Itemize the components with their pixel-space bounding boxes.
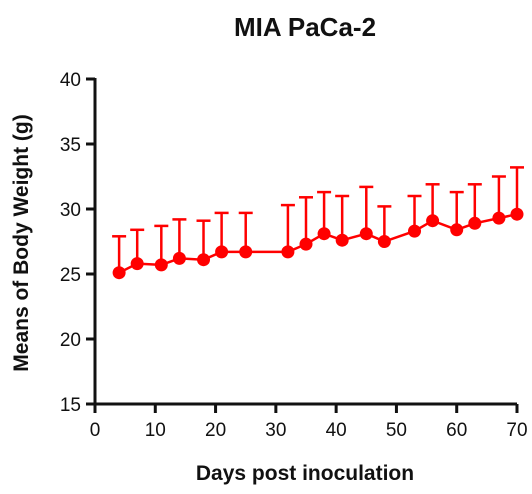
data-point (112, 266, 126, 280)
data-point (281, 245, 295, 259)
data-point (130, 257, 144, 271)
error-bars (112, 166, 524, 273)
data-point (335, 233, 349, 247)
y-tick-label: 40 (60, 70, 81, 91)
x-tick-label: 0 (90, 420, 101, 441)
x-tick-label: 30 (265, 420, 286, 441)
data-point (408, 224, 422, 238)
y-axis-label: Means of Body Weight (g) (10, 114, 33, 371)
y-tick-label: 25 (60, 265, 81, 286)
x-tick-label: 60 (446, 420, 467, 441)
data-point (197, 253, 211, 267)
data-point (299, 237, 313, 251)
x-tick-label: 70 (506, 420, 527, 441)
data-series (112, 207, 524, 280)
y-axis-ticks: 15 20 25 30 35 40 (60, 70, 95, 416)
data-point (510, 207, 524, 221)
data-point (359, 227, 373, 241)
y-tick-label: 20 (60, 330, 81, 351)
data-point (468, 216, 482, 230)
data-point (154, 258, 168, 272)
x-axis-label: Days post inoculation (196, 462, 414, 485)
x-tick-label: 50 (386, 420, 407, 441)
data-point (377, 235, 391, 248)
data-point (492, 211, 506, 225)
data-point (172, 251, 186, 265)
y-tick-label: 30 (60, 200, 81, 221)
chart-title: MIA PaCa-2 (234, 12, 376, 42)
data-point (426, 214, 440, 228)
x-axis-ticks: 0 10 20 30 40 50 60 70 (90, 404, 528, 441)
x-tick-label: 10 (145, 420, 166, 441)
x-tick-label: 20 (205, 420, 226, 441)
data-point (215, 245, 229, 259)
x-tick-label: 40 (326, 420, 347, 441)
data-point (239, 245, 253, 259)
data-point (317, 227, 331, 241)
y-tick-label: 15 (60, 395, 81, 416)
y-tick-label: 35 (60, 135, 81, 156)
data-point (450, 223, 464, 237)
